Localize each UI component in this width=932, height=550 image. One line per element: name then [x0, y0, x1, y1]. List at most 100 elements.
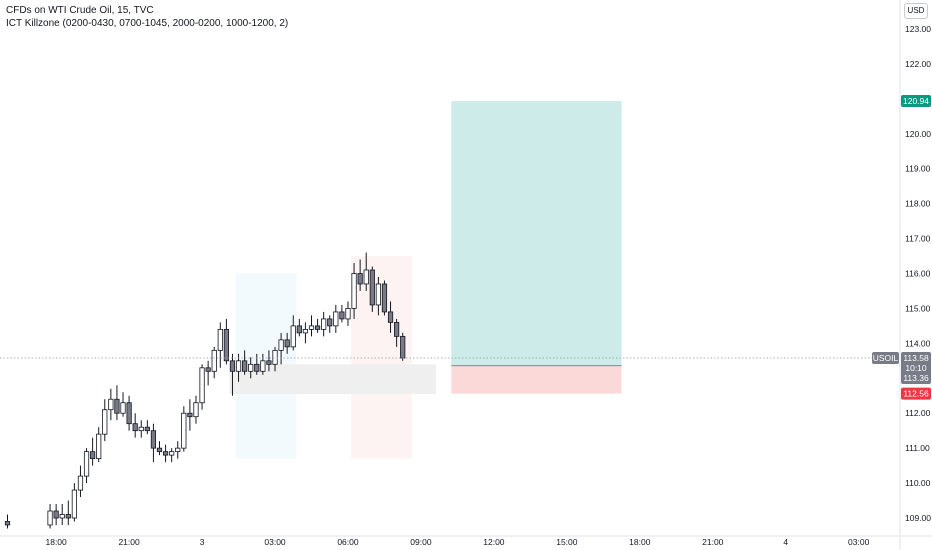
time-axis[interactable]: 18:00 21:00 3 03:00 06:00 09:00 12:00 15:00 18:0…: [0, 535, 932, 547]
time-tick-label: 03:00: [848, 537, 870, 547]
candle-body: [229, 360, 236, 372]
time-tick-label: 18:00: [629, 537, 651, 547]
candle-body: [302, 328, 309, 334]
time-tick-label: 4: [783, 537, 788, 547]
target-price-label: 120.94: [903, 96, 929, 106]
candle-body: [357, 273, 363, 285]
candle: [284, 332, 290, 354]
candle-body: [90, 451, 96, 460]
candle: [187, 399, 193, 431]
candle: [345, 301, 351, 326]
candle: [199, 364, 205, 410]
candle: [296, 318, 302, 337]
symbol-tag-bg: [872, 352, 899, 365]
candle-body: [47, 510, 53, 526]
candle-body: [284, 339, 290, 348]
time-tick-label: 06:00: [337, 537, 359, 547]
candle-body: [394, 321, 400, 337]
candle: [387, 301, 394, 333]
candle-body: [71, 489, 77, 519]
price-tick-label: 111.00: [905, 443, 930, 453]
price-tick-label: 114.00: [905, 338, 931, 348]
candle: [394, 318, 400, 347]
candle: [321, 311, 327, 337]
candle-body: [223, 328, 229, 362]
target-zone[interactable]: [451, 100, 622, 366]
candle-body: [242, 360, 248, 372]
indicator-label[interactable]: ICT Killzone (0200-0430, 0700-1045, 2000…: [6, 18, 289, 29]
candle: [211, 346, 217, 379]
price-tick-label: 122.00: [905, 59, 931, 69]
candle: [351, 263, 357, 319]
time-tick-label: 21:00: [702, 537, 724, 547]
candle-body: [296, 325, 302, 334]
currency-label[interactable]: USD: [904, 3, 928, 19]
candle-body: [400, 335, 406, 359]
candle-body: [351, 273, 357, 309]
candle: [120, 392, 126, 417]
candle-body: [235, 360, 242, 372]
candle-body: [260, 360, 266, 372]
price-axis[interactable]: 109.00110.00111.00112.00113.00114.00115.…: [899, 0, 931, 550]
candle: [90, 437, 96, 466]
candle: [138, 420, 144, 438]
candle-body: [126, 402, 132, 425]
candle: [144, 420, 150, 435]
candle: [400, 332, 406, 361]
candle: [102, 399, 108, 442]
candle-body: [199, 367, 205, 404]
candle: [278, 332, 284, 365]
candle-body: [290, 325, 296, 348]
candle: [248, 357, 254, 379]
candle: [108, 388, 114, 421]
candle: [193, 395, 199, 424]
candle-body: [345, 308, 351, 320]
candle-body: [339, 311, 345, 320]
candle-body: [187, 412, 193, 418]
candle: [302, 322, 309, 344]
candle: [357, 259, 363, 291]
candle-body: [120, 402, 126, 414]
candle: [254, 353, 260, 375]
secondary-price-label: 113.36: [903, 373, 929, 383]
candle-body: [65, 514, 71, 519]
candle-body: [83, 451, 90, 477]
stop-price-tag-bg: [901, 387, 931, 400]
candles-layer: [4, 252, 406, 529]
candle-body: [77, 475, 84, 491]
candle-body: [102, 409, 108, 435]
candle: [126, 395, 132, 431]
stop-price-label: 112.56: [903, 389, 929, 399]
candle: [333, 304, 339, 333]
long-position-tool[interactable]: [451, 100, 622, 394]
candle-body: [4, 521, 11, 526]
candle-body: [169, 451, 175, 456]
last-price-label: 113.58: [903, 353, 929, 363]
time-tick-label: 21:00: [118, 537, 140, 547]
candle: [169, 448, 175, 463]
price-tick-label: 118.00: [905, 199, 931, 209]
stop-zone[interactable]: [451, 365, 622, 394]
candle-body: [138, 426, 144, 432]
candle-body: [150, 430, 157, 449]
target-price-tag-bg: [901, 94, 931, 107]
time-tick-label: 15:00: [556, 537, 578, 547]
candle: [114, 385, 120, 421]
candle-body: [205, 367, 211, 372]
time-tick-label: 18:00: [45, 537, 67, 547]
candle: [132, 413, 138, 438]
candle-body: [369, 269, 375, 306]
candle-body: [387, 311, 394, 323]
price-tick-label: 112.00: [905, 408, 931, 418]
candle: [260, 353, 266, 375]
symbol-title[interactable]: CFDs on WTI Crude Oil, 15, TVC: [6, 5, 154, 16]
candle-body: [278, 339, 284, 351]
last-price-tag-bg: [901, 352, 931, 385]
candle-body: [108, 398, 114, 411]
candle: [229, 353, 236, 396]
candle: [181, 406, 187, 452]
candle-body: [114, 398, 120, 414]
price-tick-label: 115.00: [905, 303, 931, 313]
